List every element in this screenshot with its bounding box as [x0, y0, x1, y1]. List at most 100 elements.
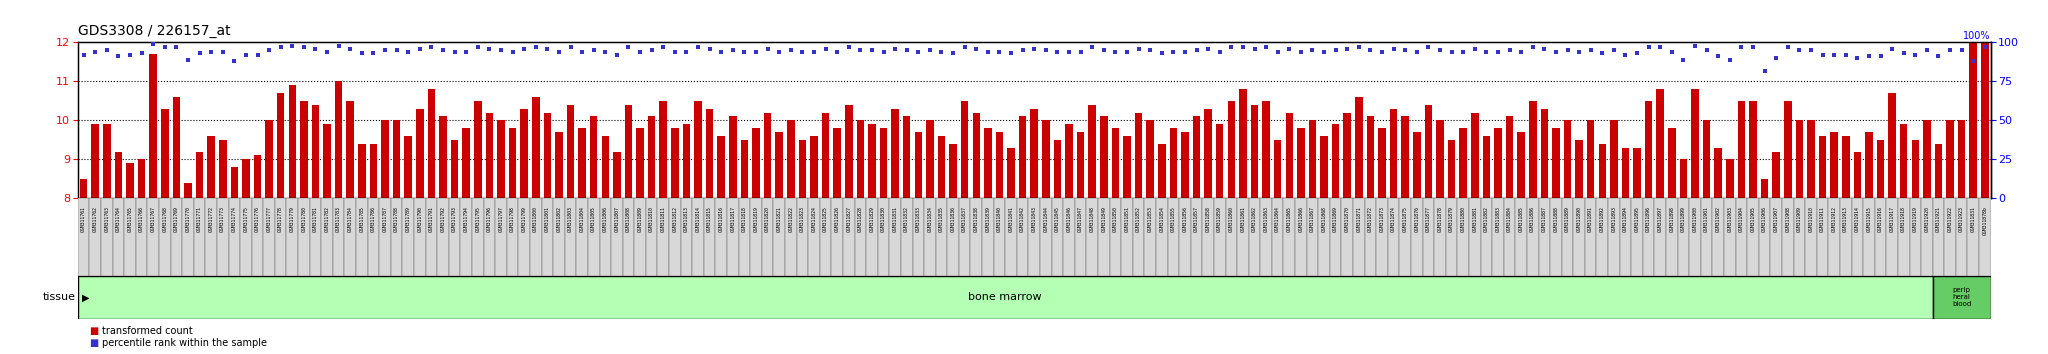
Text: tissue: tissue: [43, 292, 76, 302]
Bar: [1933, 198, 1944, 276]
Bar: [1608, 198, 1620, 276]
Text: GSM311822: GSM311822: [788, 206, 793, 232]
Bar: [125, 198, 135, 276]
Bar: [1018, 198, 1028, 276]
Bar: [1460, 128, 1466, 198]
Text: GSM311840: GSM311840: [997, 206, 1001, 232]
Text: GSM311827: GSM311827: [846, 206, 852, 232]
Bar: [100, 198, 113, 276]
Text: GSM311857: GSM311857: [1194, 206, 1198, 232]
Text: GSM311814: GSM311814: [696, 206, 700, 232]
Point: [1411, 44, 1444, 50]
Text: GSM311772: GSM311772: [209, 206, 213, 232]
Bar: [358, 144, 367, 198]
Text: GSM311879: GSM311879: [1450, 206, 1454, 232]
Text: bone marrow: bone marrow: [969, 292, 1042, 302]
Point: [147, 44, 180, 50]
Bar: [1888, 93, 1896, 198]
Bar: [1573, 198, 1585, 276]
Text: GSM311856: GSM311856: [1182, 206, 1188, 232]
Point: [1667, 57, 1700, 62]
Bar: [1923, 120, 1931, 198]
Bar: [1378, 128, 1386, 198]
Bar: [393, 120, 401, 198]
Text: GSM311826: GSM311826: [836, 206, 840, 232]
Bar: [311, 105, 319, 198]
Text: GSM311918: GSM311918: [1901, 206, 1907, 232]
Bar: [217, 198, 229, 276]
Point: [1354, 47, 1386, 53]
Text: GSM311776: GSM311776: [256, 206, 260, 232]
Text: GSM311817: GSM311817: [731, 206, 735, 232]
Point: [1065, 49, 1098, 55]
Bar: [346, 101, 354, 198]
Bar: [1294, 198, 1307, 276]
Bar: [276, 93, 285, 198]
Text: GSM311769: GSM311769: [174, 206, 178, 232]
Text: GSM311866: GSM311866: [1298, 206, 1303, 232]
Text: GSM311762: GSM311762: [92, 206, 98, 232]
Bar: [463, 128, 469, 198]
Bar: [274, 198, 287, 276]
Bar: [1030, 109, 1038, 198]
Text: GSM311843: GSM311843: [1032, 206, 1036, 232]
Point: [1749, 68, 1782, 73]
Text: ■: ■: [90, 326, 98, 336]
Bar: [1065, 124, 1073, 198]
Text: GSM311914: GSM311914: [1855, 206, 1860, 232]
Point: [334, 46, 367, 52]
Bar: [637, 128, 643, 198]
Bar: [786, 120, 795, 198]
Bar: [1434, 198, 1446, 276]
Bar: [1726, 159, 1733, 198]
Text: GSM311859: GSM311859: [1217, 206, 1223, 232]
Point: [821, 49, 854, 55]
Text: GSM311877: GSM311877: [1425, 206, 1432, 232]
Bar: [672, 128, 678, 198]
Bar: [1921, 198, 1933, 276]
Bar: [543, 113, 551, 198]
Bar: [381, 120, 389, 198]
Point: [217, 58, 250, 64]
Text: GSM311863: GSM311863: [1264, 206, 1268, 232]
Text: GSM311871: GSM311871: [1356, 206, 1362, 232]
Bar: [866, 198, 879, 276]
Bar: [682, 124, 690, 198]
Text: GSM311777: GSM311777: [266, 206, 272, 232]
Text: GSM311848: GSM311848: [1090, 206, 1096, 232]
Bar: [1620, 198, 1632, 276]
Point: [1145, 51, 1178, 56]
Bar: [854, 198, 866, 276]
Bar: [856, 120, 864, 198]
Bar: [784, 198, 797, 276]
Point: [1204, 49, 1237, 55]
Text: GSM311835: GSM311835: [938, 206, 944, 232]
Text: ▶: ▶: [82, 292, 90, 302]
Bar: [506, 198, 518, 276]
Bar: [322, 198, 334, 276]
Point: [1214, 44, 1247, 50]
Bar: [1829, 198, 1839, 276]
Point: [322, 43, 354, 48]
Bar: [1133, 198, 1145, 276]
Bar: [1528, 198, 1538, 276]
Text: GSM311821: GSM311821: [776, 206, 782, 232]
Bar: [532, 97, 539, 198]
Point: [682, 44, 715, 50]
Bar: [1399, 198, 1411, 276]
Point: [520, 44, 553, 50]
Text: GSM311800: GSM311800: [532, 206, 539, 232]
Bar: [764, 113, 772, 198]
Point: [137, 41, 170, 47]
Bar: [1120, 198, 1133, 276]
Text: GDS3308 / 226157_at: GDS3308 / 226157_at: [78, 24, 231, 38]
Point: [971, 49, 1004, 55]
Bar: [1538, 198, 1550, 276]
Bar: [762, 198, 774, 276]
Bar: [369, 198, 379, 276]
Bar: [1008, 148, 1016, 198]
Point: [995, 51, 1028, 56]
Bar: [846, 105, 852, 198]
Bar: [229, 198, 240, 276]
Bar: [1155, 198, 1167, 276]
